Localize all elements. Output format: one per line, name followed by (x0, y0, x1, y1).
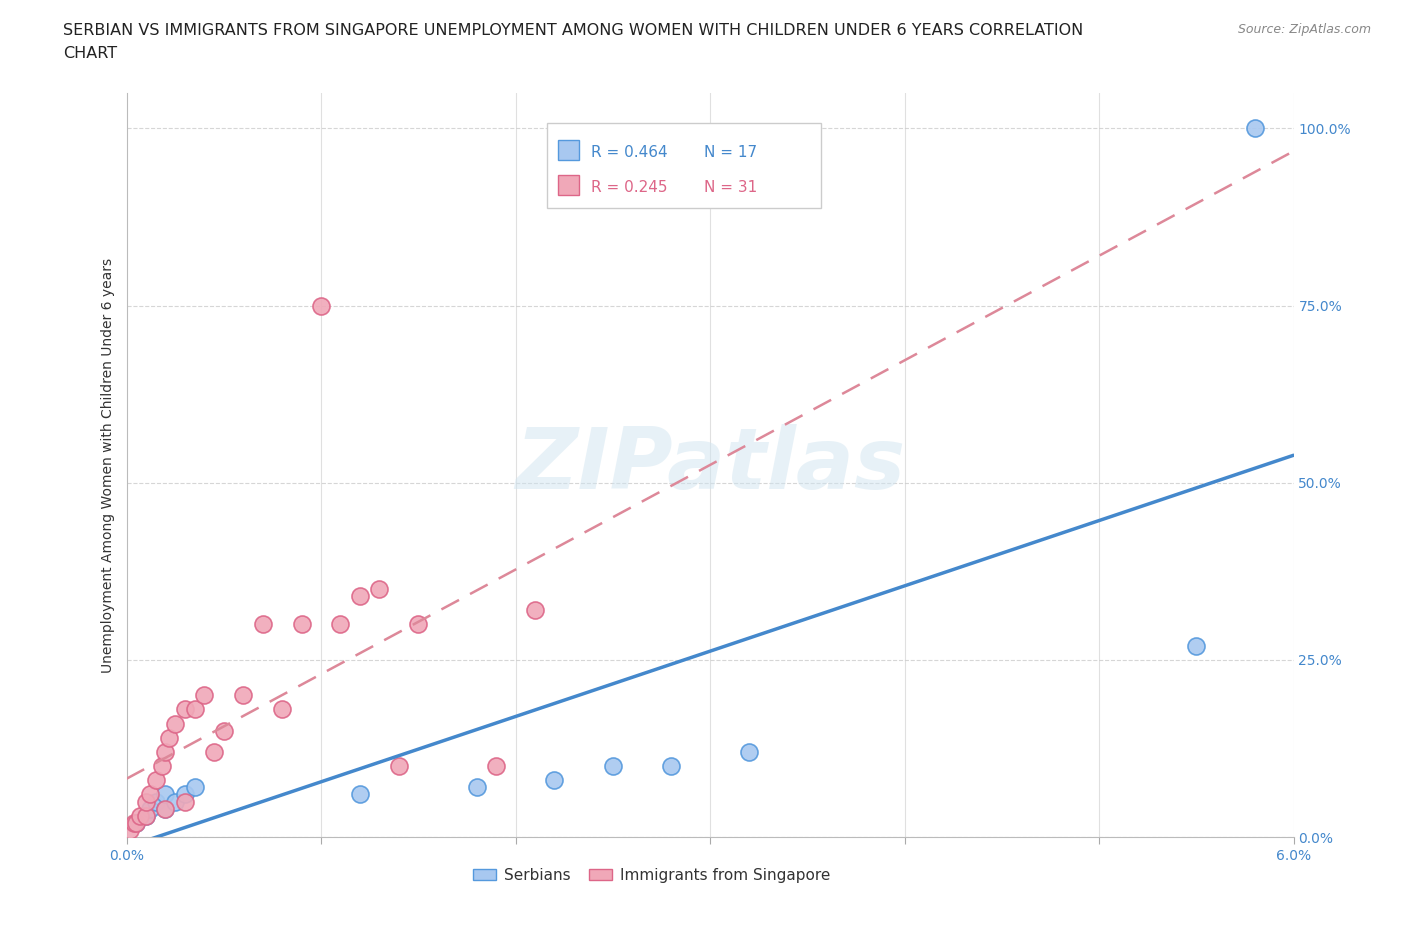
Point (485, 759, 508, 774)
Point (135, 808, 157, 823)
Text: R = 0.464: R = 0.464 (591, 145, 668, 160)
Point (183, 702, 205, 717)
Point (135, 808, 157, 823)
Point (145, 794, 167, 809)
Point (155, 802, 177, 817)
Point (202, 745, 225, 760)
Point (212, 724, 235, 738)
Text: N = 31: N = 31 (704, 180, 758, 195)
Point (738, 745, 761, 760)
FancyBboxPatch shape (558, 140, 579, 160)
Point (408, 617, 430, 631)
Point (139, 802, 162, 817)
Text: Source: ZipAtlas.com: Source: ZipAtlas.com (1237, 23, 1371, 36)
Point (155, 787, 177, 802)
Point (135, 794, 157, 809)
Point (271, 702, 294, 717)
Point (157, 730, 180, 745)
Point (165, 716, 187, 731)
Point (602, 759, 624, 774)
Point (232, 688, 254, 703)
Point (368, 581, 391, 596)
Point (155, 802, 177, 817)
Point (139, 787, 162, 802)
Legend: Serbians, Immigrants from Singapore: Serbians, Immigrants from Singapore (467, 862, 837, 889)
Point (349, 787, 371, 802)
FancyBboxPatch shape (558, 175, 579, 195)
Point (125, 816, 148, 830)
Y-axis label: Unemployment Among Women with Children Under 6 years: Unemployment Among Women with Children U… (101, 258, 115, 672)
Point (1185, 638, 1208, 653)
Point (329, 617, 352, 631)
Point (129, 808, 152, 823)
Point (174, 702, 197, 717)
Point (125, 816, 148, 830)
Text: CHART: CHART (63, 46, 117, 60)
Text: ZIPatlas: ZIPatlas (515, 423, 905, 507)
Point (150, 759, 173, 774)
Point (659, 759, 682, 774)
Point (524, 603, 547, 618)
Point (145, 773, 167, 788)
Point (1243, 121, 1265, 136)
Point (309, 299, 332, 313)
Point (174, 787, 197, 802)
Point (465, 780, 488, 795)
Point (290, 617, 312, 631)
Point (388, 759, 411, 774)
Point (174, 794, 197, 809)
Point (252, 617, 274, 631)
FancyBboxPatch shape (547, 123, 821, 208)
Point (155, 745, 177, 760)
Point (124, 816, 146, 830)
Text: SERBIAN VS IMMIGRANTS FROM SINGAPORE UNEMPLOYMENT AMONG WOMEN WITH CHILDREN UNDE: SERBIAN VS IMMIGRANTS FROM SINGAPORE UNE… (63, 23, 1084, 38)
Point (349, 589, 371, 604)
Point (543, 773, 565, 788)
Point (165, 794, 187, 809)
Text: N = 17: N = 17 (704, 145, 758, 160)
Point (120, 822, 142, 837)
Point (193, 688, 215, 703)
Text: R = 0.245: R = 0.245 (591, 180, 668, 195)
Point (183, 780, 205, 795)
